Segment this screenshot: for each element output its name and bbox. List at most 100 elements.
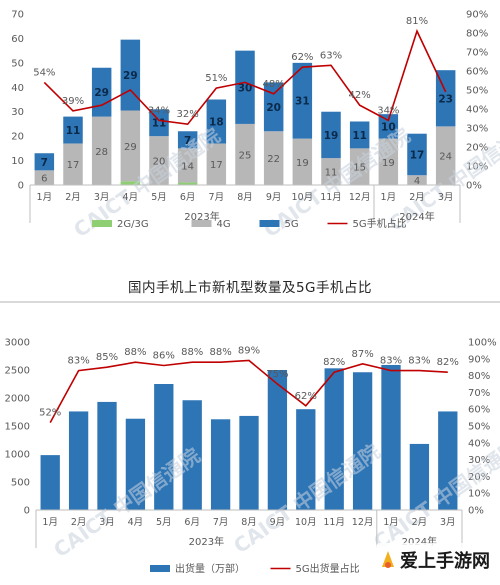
bar-value-label: 11 xyxy=(352,130,367,142)
x-tick-label: 8月 xyxy=(237,192,253,203)
legend-swatch-2G/3G xyxy=(92,220,112,227)
bar-4G xyxy=(407,175,427,185)
x-tick-label: 3月 xyxy=(94,192,110,203)
bar-value-label: 30 xyxy=(238,82,253,94)
bar-出货量（万部） xyxy=(324,368,344,510)
bar-出货量（万部） xyxy=(210,419,231,510)
x-tick-label: 4月 xyxy=(128,517,144,528)
x-tick-label: 7月 xyxy=(213,517,229,528)
x-tick-label: 1月 xyxy=(37,192,53,203)
y-right-tick-label: 10% xyxy=(468,489,490,500)
bar-出货量（万部） xyxy=(40,455,60,510)
line-value-label: 42% xyxy=(349,90,371,101)
bar-出货量（万部） xyxy=(68,411,89,510)
x-tick-label: 10月 xyxy=(292,192,314,203)
line-5G出货量占比 xyxy=(49,359,448,423)
bar-出货量（万部） xyxy=(97,401,117,510)
bar-4G xyxy=(378,138,399,185)
bar-value-label: 6 xyxy=(41,174,47,185)
bar-value-label: 7 xyxy=(184,135,191,147)
bar-出货量（万部） xyxy=(381,364,401,510)
y-right-tick-label: 0% xyxy=(466,181,482,192)
y-left-tick-label: 10 xyxy=(11,156,24,167)
line-value-label: 34% xyxy=(148,105,170,116)
x-tick-label: 12月 xyxy=(352,517,374,528)
bottom-chart-panel: 0 500 1000 1500 2000 2500 3000 0% 10% 20% 30% 40% 50… xyxy=(0,318,500,581)
line-value-label: 83% xyxy=(380,356,402,367)
y-right-tick-label: 90% xyxy=(468,354,490,365)
bar-value-label: 11 xyxy=(66,125,81,137)
line-value-label: 88% xyxy=(209,347,231,358)
y-right-tick-label: 30% xyxy=(468,455,490,466)
legend-label: 出货量（万部） xyxy=(175,562,245,575)
bar-value-label: 20 xyxy=(266,102,281,114)
x-tick-label: 9月 xyxy=(270,517,286,528)
bar-出货量（万部） xyxy=(409,443,430,510)
y-left-tick-label: 40 xyxy=(11,83,24,94)
bar-5G xyxy=(63,116,83,144)
y-right-tick-label: 70% xyxy=(466,48,488,59)
line-value-label: 82% xyxy=(323,357,345,368)
x-tick-label: 3月 xyxy=(438,192,454,203)
y-left-tick-label: 50 xyxy=(11,58,24,69)
x-tick-label: 2月 xyxy=(412,517,428,528)
line-value-label: 82% xyxy=(437,357,459,368)
bar-value-label: 19 xyxy=(324,130,339,142)
bar-value-label: 11 xyxy=(325,168,338,179)
year-label: 2024年 xyxy=(399,210,434,223)
legend-swatch-出货量（万部） xyxy=(150,565,170,572)
y-right-tick-label: 80% xyxy=(466,29,488,40)
y-right-tick-label: 80% xyxy=(468,371,490,382)
bar-2G/3G xyxy=(177,182,198,185)
bar-5G xyxy=(292,62,313,139)
line-value-label: 51% xyxy=(205,73,227,84)
line-value-label: 39% xyxy=(62,96,84,107)
y-left-tick-label: 0 xyxy=(18,181,24,192)
x-tick-label: 1月 xyxy=(381,192,397,203)
bar-value-label: 17 xyxy=(210,160,223,171)
legend-label: 5G出货量占比 xyxy=(296,562,360,575)
x-tick-label: 2月 xyxy=(409,192,425,203)
x-tick-label: 2月 xyxy=(71,517,87,528)
x-tick-label: 2月 xyxy=(65,192,81,203)
x-tick-label: 3月 xyxy=(440,517,456,528)
bar-5G xyxy=(435,70,456,127)
x-tick-label: 1月 xyxy=(42,517,58,528)
bar-value-label: 19 xyxy=(382,158,395,169)
y-left-tick-label: 3000 xyxy=(5,338,30,349)
line-value-label: 83% xyxy=(408,356,430,367)
top-chart-panel: 0 10 20 30 40 50 60 70 0% 10% 20% 30% 40% 50% 60% 70% 80… xyxy=(0,0,500,265)
line-value-label: 85% xyxy=(96,352,118,363)
bar-value-label: 22 xyxy=(267,154,280,165)
line-value-label: 81% xyxy=(406,16,428,27)
bar-4G xyxy=(321,158,341,185)
bar-5G xyxy=(177,131,198,149)
bar-出货量（万部） xyxy=(438,411,458,510)
line-value-label: 32% xyxy=(177,109,199,120)
line-value-label: 86% xyxy=(153,351,175,362)
line-value-label: 54% xyxy=(33,67,55,78)
bar-出货量（万部） xyxy=(154,384,174,510)
y-left-tick-label: 1500 xyxy=(5,422,30,433)
bar-4G xyxy=(292,138,313,185)
bar-4G xyxy=(263,131,284,185)
bar-5G xyxy=(34,153,55,171)
line-value-label: 63% xyxy=(320,50,342,61)
y-left-tick-label: 2500 xyxy=(5,366,30,377)
line-value-label: 48% xyxy=(263,79,285,90)
x-tick-label: 6月 xyxy=(184,517,200,528)
line-value-label: 62% xyxy=(291,52,313,63)
y-right-tick-label: 100% xyxy=(468,338,497,349)
bar-5G xyxy=(91,67,112,117)
x-tick-label: 8月 xyxy=(241,517,257,528)
line-value-label: 88% xyxy=(124,347,146,358)
bar-value-label: 29 xyxy=(123,70,138,82)
bar-value-label: 17 xyxy=(67,160,80,171)
bar-4G xyxy=(34,170,55,185)
y-right-tick-label: 50% xyxy=(468,422,490,433)
legend-label: 5G xyxy=(285,219,299,230)
bar-4G xyxy=(206,143,227,185)
bar-4G xyxy=(349,148,370,185)
bar-value-label: 7 xyxy=(41,157,48,169)
